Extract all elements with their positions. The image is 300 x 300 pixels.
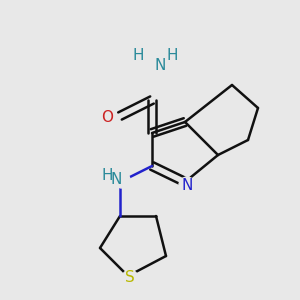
- Circle shape: [164, 47, 180, 63]
- Text: O: O: [101, 110, 113, 125]
- Circle shape: [99, 110, 115, 126]
- Circle shape: [179, 177, 195, 193]
- Text: H: H: [132, 47, 144, 62]
- Circle shape: [130, 47, 146, 63]
- Circle shape: [114, 172, 130, 188]
- Text: S: S: [125, 271, 135, 286]
- Text: N: N: [111, 172, 122, 188]
- Circle shape: [147, 57, 163, 73]
- Circle shape: [122, 270, 138, 286]
- Text: H: H: [101, 167, 113, 182]
- Text: H: H: [166, 47, 178, 62]
- Text: N: N: [181, 178, 193, 193]
- Circle shape: [99, 167, 115, 183]
- Text: N: N: [155, 58, 166, 73]
